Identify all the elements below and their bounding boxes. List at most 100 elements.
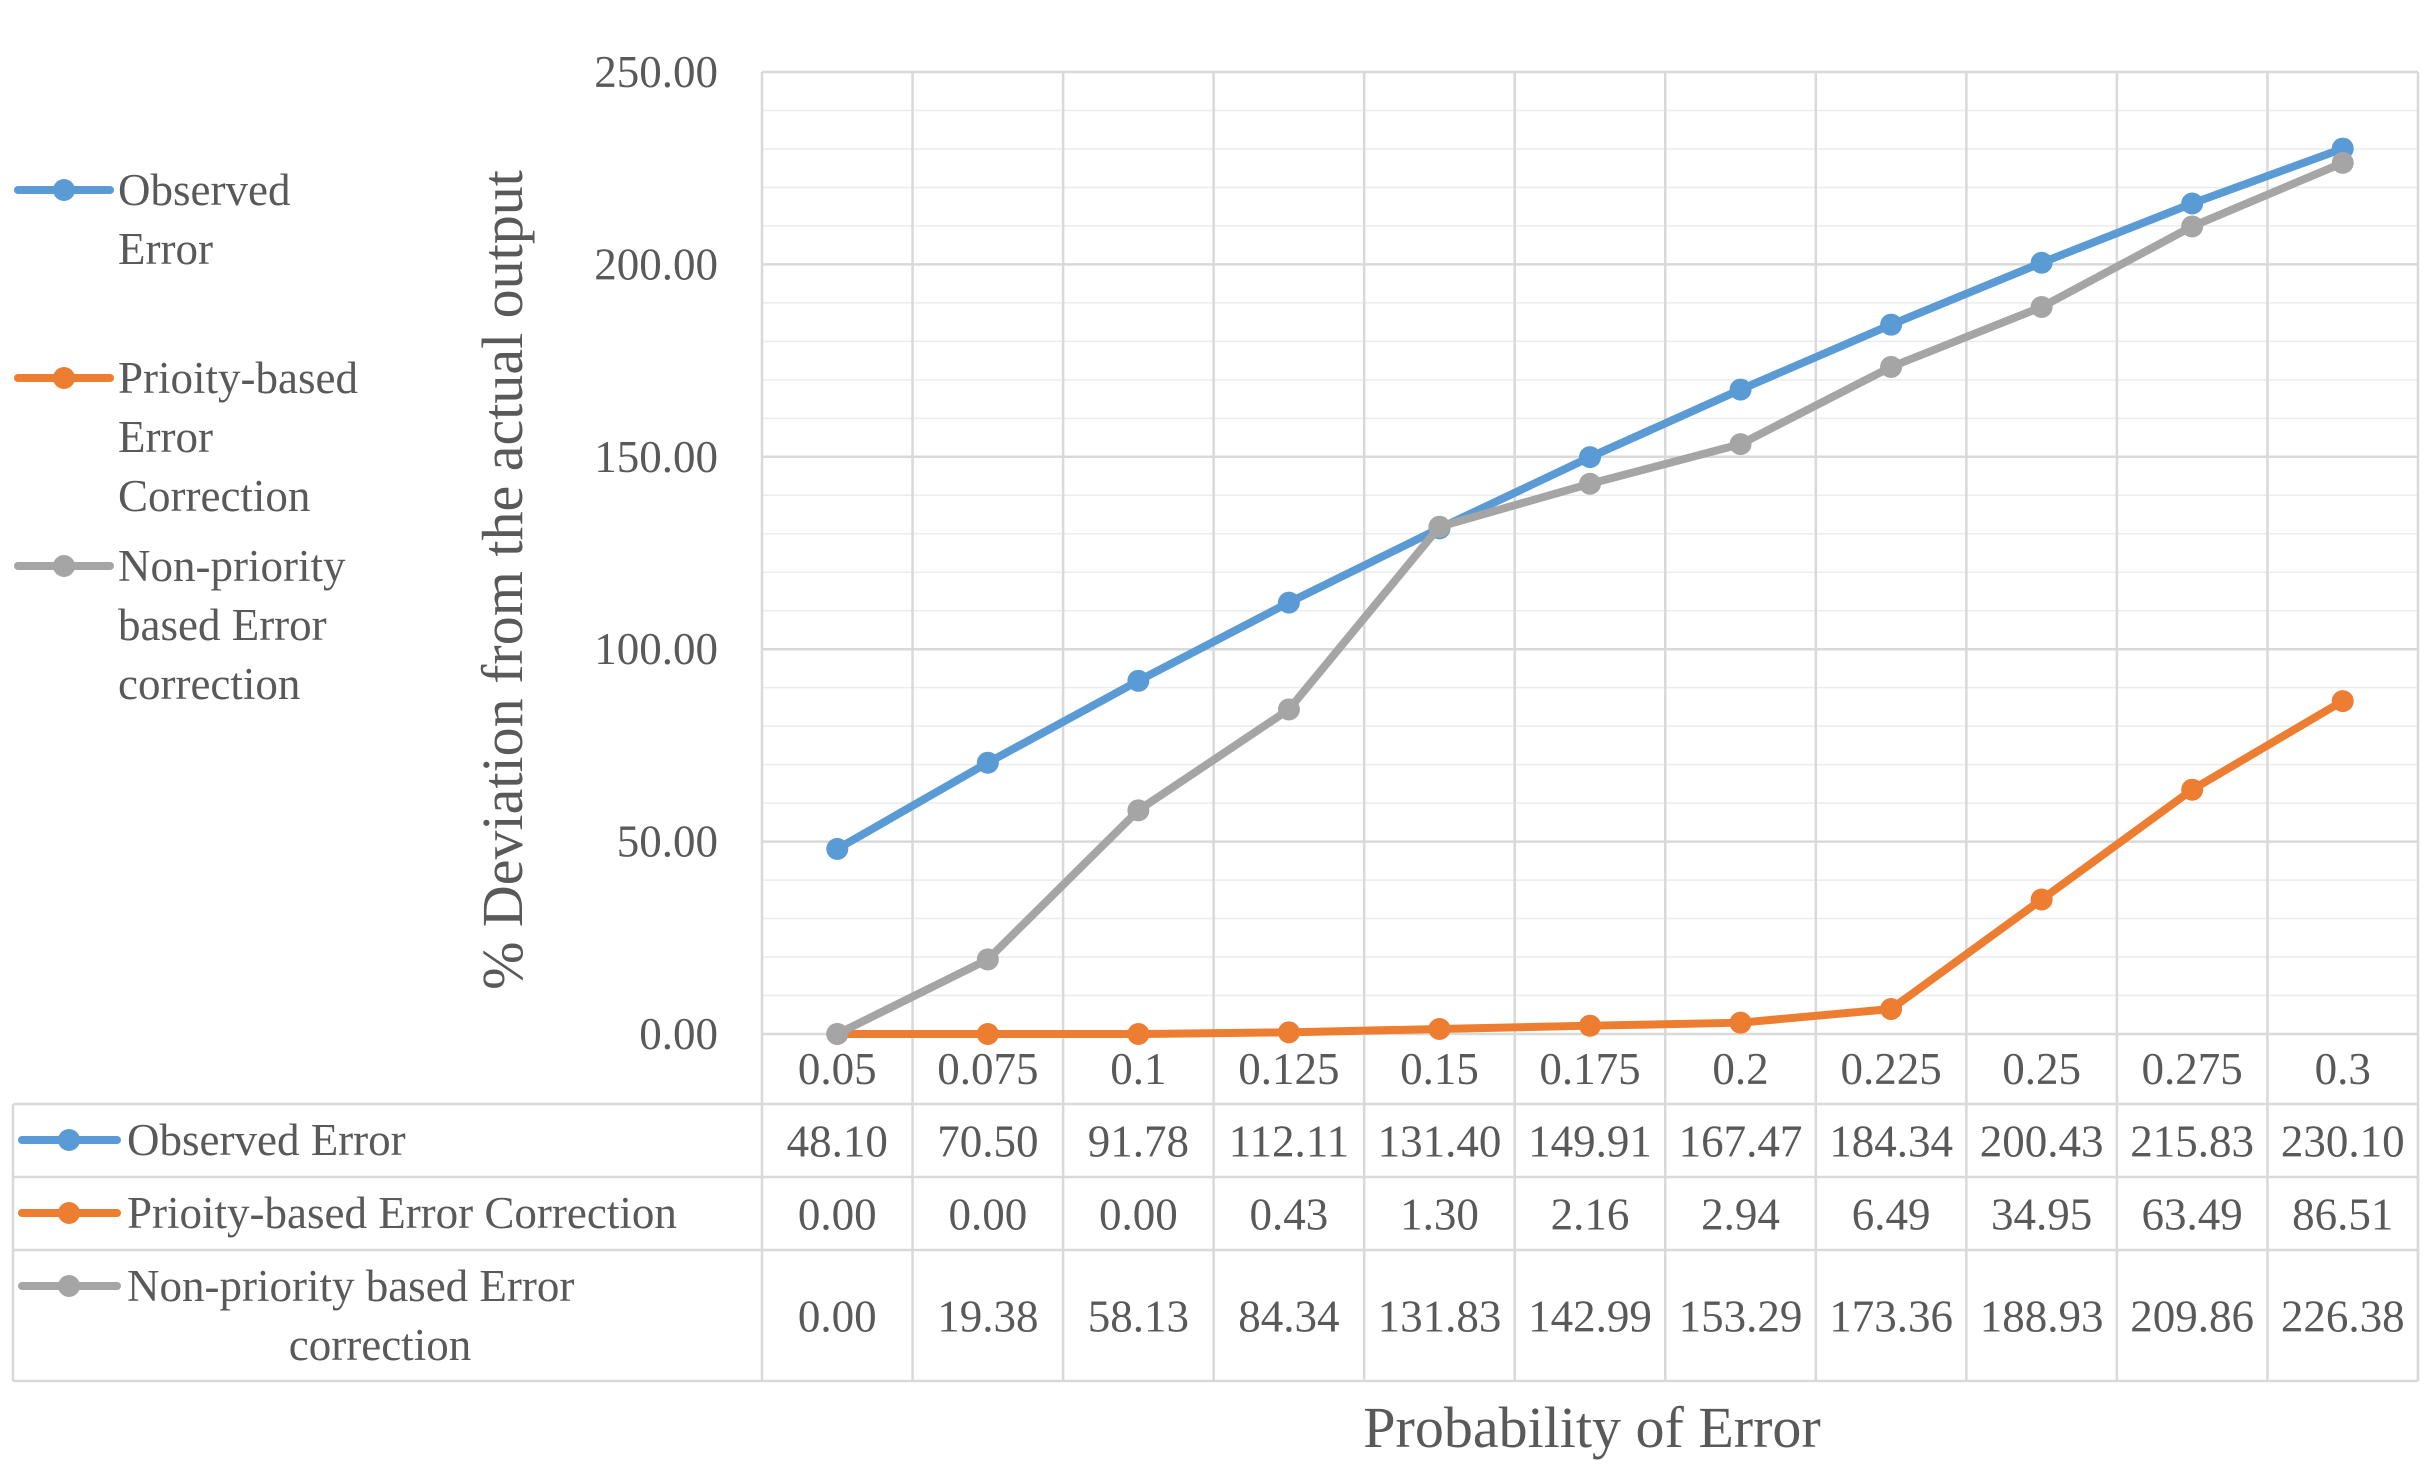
series-group <box>826 137 2354 860</box>
data-point <box>1880 355 1903 378</box>
table-cell-value: 0.00 <box>1099 1190 1178 1240</box>
x-tick-label: 0.225 <box>1840 1044 1941 1094</box>
data-point <box>2181 215 2204 238</box>
x-axis-title: Probability of Error <box>1363 1395 1820 1460</box>
data-point <box>1880 313 1903 336</box>
data-point <box>826 837 849 860</box>
legend-label: Observed <box>118 165 290 215</box>
series-group <box>826 690 2354 1045</box>
legend-key-marker <box>53 179 75 201</box>
table-cell-value: 1.30 <box>1400 1190 1479 1240</box>
x-tick-label: 0.15 <box>1400 1044 1479 1094</box>
data-point <box>2331 151 2354 174</box>
table-cell-value: 188.93 <box>1980 1292 2104 1342</box>
table-cell-value: 63.49 <box>2142 1190 2243 1240</box>
series-lines <box>826 137 2354 1045</box>
table-cell-value: 142.99 <box>1528 1292 1652 1342</box>
legend-key-marker <box>53 555 75 577</box>
table-series-name: Observed Error <box>127 1115 406 1165</box>
data-point <box>1277 591 1300 614</box>
table-series-name: Non-priority based Error <box>127 1261 574 1311</box>
x-tick-label: 0.275 <box>2142 1044 2243 1094</box>
legend-label: Error <box>118 224 213 274</box>
table-cell-value: 84.34 <box>1238 1292 1339 1342</box>
data-point <box>976 751 999 774</box>
data-point <box>1428 515 1451 538</box>
x-tick-label: 0.3 <box>2315 1044 2371 1094</box>
table-cell-value: 2.16 <box>1551 1190 1630 1240</box>
table-legend-key-marker <box>58 1202 80 1224</box>
data-point <box>1880 998 1903 1021</box>
y-tick-label: 50.00 <box>617 817 718 867</box>
y-tick-label: 150.00 <box>594 432 718 482</box>
table-cell-value: 149.91 <box>1528 1117 1652 1167</box>
y-tick-label: 200.00 <box>594 239 718 289</box>
data-point <box>1579 446 1601 469</box>
data-point <box>976 1023 999 1045</box>
table-series-name: correction <box>289 1320 471 1370</box>
table-series-name: Prioity-based Error Correction <box>127 1188 677 1238</box>
y-tick-label: 250.00 <box>594 47 718 97</box>
data-point <box>2030 251 2053 274</box>
data-table: Observed Error 48.10 70.50 91.78 112.11 131.4… <box>11 1034 2420 1383</box>
table-cell-value: 91.78 <box>1088 1117 1189 1167</box>
x-tick-label: 0.2 <box>1712 1044 1768 1094</box>
legend-label: Prioity-based <box>118 353 358 403</box>
table-cell-value: 112.11 <box>1229 1117 1349 1167</box>
gridlines <box>760 70 2420 1036</box>
data-point <box>1127 1023 1150 1045</box>
data-point <box>1729 378 1752 401</box>
x-tick-label: 0.075 <box>937 1044 1038 1094</box>
legend-key-marker <box>53 367 75 389</box>
table-cell-value: 2.94 <box>1701 1190 1780 1240</box>
table-cell-value: 153.29 <box>1679 1292 1803 1342</box>
table-cell-value: 48.10 <box>787 1117 888 1167</box>
x-tick-label: 0.1 <box>1110 1044 1166 1094</box>
legend-label: based Error <box>118 600 327 650</box>
x-tick-label: 0.125 <box>1238 1044 1339 1094</box>
data-point <box>1127 669 1150 692</box>
table-legend-key-marker <box>58 1129 80 1151</box>
data-point <box>1729 1011 1752 1034</box>
table-cell-value: 34.95 <box>1991 1190 2092 1240</box>
legend-label: Correction <box>118 471 310 521</box>
table-cell-value: 230.10 <box>2281 1117 2405 1167</box>
table-cell-value: 86.51 <box>2292 1190 2393 1240</box>
table-row: Prioity-based Error Correction 0.00 0.00 0.… <box>18 1188 2393 1240</box>
table-cell-value: 131.83 <box>1378 1292 1502 1342</box>
data-point <box>1277 698 1300 721</box>
data-point <box>1729 433 1752 456</box>
data-point <box>2030 295 2053 318</box>
table-cell-value: 0.00 <box>948 1190 1027 1240</box>
data-point <box>1579 1014 1601 1037</box>
table-cell-value: 70.50 <box>937 1117 1038 1167</box>
table-cell-value: 0.43 <box>1250 1190 1329 1240</box>
table-cell-value: 167.47 <box>1679 1117 1803 1167</box>
x-tick-label: 0.05 <box>798 1044 877 1094</box>
table-row: Non-priority based Error correction 0.00 19… <box>18 1261 2405 1370</box>
legend-item: Observed Error <box>14 165 290 274</box>
data-point <box>1428 1017 1451 1040</box>
table-cell-value: 215.83 <box>2130 1117 2254 1167</box>
legend-item: Non-priority based Error correction <box>14 541 346 709</box>
x-tick-label: 0.25 <box>2002 1044 2081 1094</box>
legend-label: correction <box>118 659 300 709</box>
table-cell-value: 6.49 <box>1852 1190 1931 1240</box>
data-point <box>2181 778 2204 801</box>
table-row: Observed Error 48.10 70.50 91.78 112.11 131.4… <box>18 1115 2405 1167</box>
y-axis-ticks: 0.00 50.00 100.00 150.00 200.00 250.00 <box>594 47 718 1059</box>
data-point <box>1277 1021 1300 1044</box>
data-point <box>2181 192 2204 215</box>
legend-label: Non-priority <box>118 541 346 591</box>
table-cell-value: 200.43 <box>1980 1117 2104 1167</box>
y-tick-label: 0.00 <box>639 1009 718 1059</box>
data-point <box>1127 799 1150 822</box>
table-cell-value: 184.34 <box>1829 1117 1953 1167</box>
table-cell-value: 131.40 <box>1378 1117 1502 1167</box>
table-cell-value: 173.36 <box>1829 1292 1953 1342</box>
data-point <box>826 1023 849 1045</box>
table-legend-key-marker <box>58 1275 80 1297</box>
x-tick-label: 0.175 <box>1539 1044 1640 1094</box>
legend-item: Prioity-based Error Correction <box>14 353 358 521</box>
